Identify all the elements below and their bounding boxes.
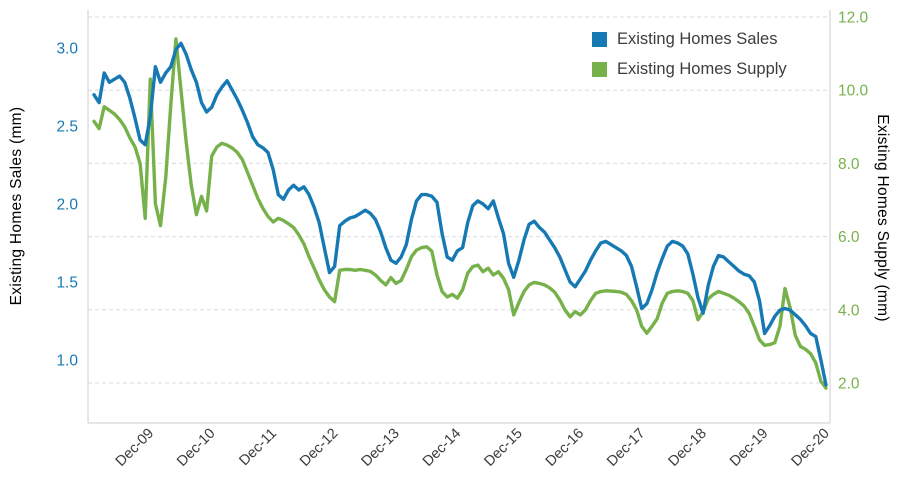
supply-line[interactable] [92,37,828,390]
left-axis-tick-label: 1.0 [56,353,78,370]
legend-label-sales: Existing Homes Sales [617,30,778,48]
right-axis-title: Existing Homes Supply (mm) [874,114,891,322]
left-axis-tick-labels: 3.0 2.5 2.0 1.5 1.0 [56,41,78,370]
right-axis-tick-label: 4.0 [838,302,860,319]
right-axis-tick-label: 12.0 [838,10,869,27]
plot-border [87,10,831,424]
right-axis-tick-label: 8.0 [838,156,860,173]
x-axis-tick-label: Dec-16 [543,426,587,470]
x-axis-tick-label: Dec-11 [236,426,280,470]
right-axis-tick-label: 10.0 [838,83,869,100]
left-axis-tick-label: 2.0 [56,197,78,214]
x-axis-tick-label: Dec-13 [358,426,402,470]
legend-label-supply: Existing Homes Supply [617,60,787,78]
legend-item-sales[interactable]: Existing Homes Sales [592,30,787,49]
x-axis-tick-label: Dec-18 [666,426,710,470]
left-axis-tick-label: 1.5 [56,275,78,292]
x-axis-tick-label: Dec-20 [788,426,832,470]
gridlines [88,16,830,384]
legend: Existing Homes Sales Existing Homes Supp… [592,30,787,79]
x-axis-tick-labels: Dec-09 Dec-10 Dec-11 Dec-12 Dec-13 Dec-14 Dec-… [113,426,833,470]
x-axis-tick-label: Dec-10 [174,426,218,470]
x-axis-tick-label: Dec-14 [420,426,464,470]
x-axis-tick-label: Dec-17 [604,426,648,470]
legend-item-supply[interactable]: Existing Homes Supply [592,60,787,79]
sales-swatch [592,32,607,47]
x-axis-tick-label: Dec-09 [113,426,157,470]
right-axis-tick-label: 2.0 [838,376,860,393]
right-axis-tick-label: 6.0 [838,229,860,246]
left-axis-title: Existing Homes Sales (mm) [8,107,25,306]
left-axis-tick-label: 2.5 [56,119,78,136]
sales-line[interactable] [92,41,828,387]
right-axis-tick-labels: 12.0 10.0 8.0 6.0 4.0 2.0 [838,10,869,393]
x-axis-tick-label: Dec-12 [297,426,341,470]
supply-swatch [592,62,607,77]
left-axis-tick-label: 3.0 [56,41,78,58]
x-axis-tick-label: Dec-15 [481,426,525,470]
x-axis-tick-label: Dec-19 [727,426,771,470]
